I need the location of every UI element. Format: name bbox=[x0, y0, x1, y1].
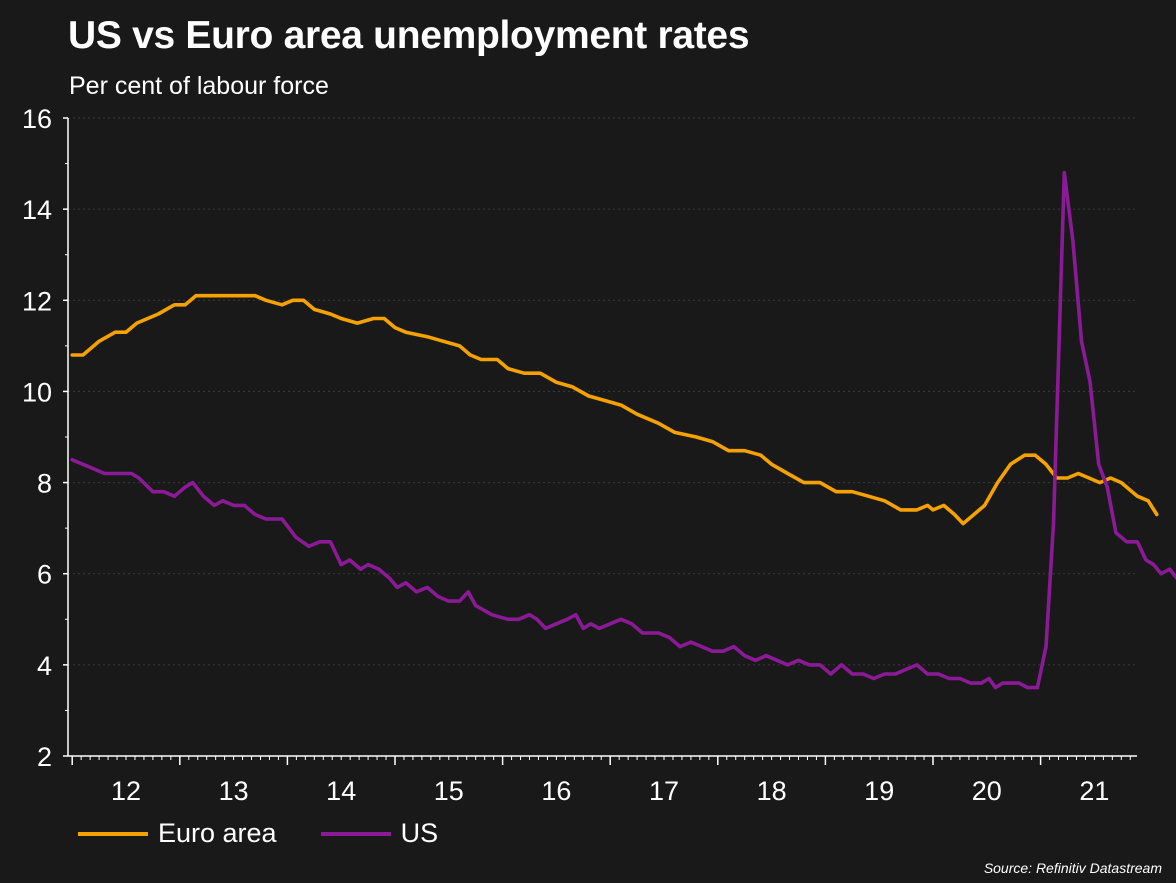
legend: Euro area US bbox=[78, 818, 482, 849]
y-tick-label-10: 10 bbox=[22, 377, 52, 407]
x-tick-label-12: 12 bbox=[111, 776, 141, 806]
y-tick-label-16: 16 bbox=[22, 104, 52, 134]
y-tick-label-14: 14 bbox=[22, 195, 52, 225]
chart-title: US vs Euro area unemployment rates bbox=[68, 14, 750, 57]
source-note: Source: Refinitiv Datastream bbox=[983, 860, 1162, 876]
legend-label-us: US bbox=[400, 818, 439, 848]
x-tick-label-20: 20 bbox=[972, 776, 1002, 806]
legend-item-euro-area: Euro area bbox=[78, 818, 277, 849]
chart-subtitle: Per cent of labour force bbox=[69, 72, 329, 100]
x-tick-label-17: 17 bbox=[649, 776, 679, 806]
x-tick-label-13: 13 bbox=[219, 776, 249, 806]
y-tick-label-6: 6 bbox=[37, 560, 52, 590]
x-tick-label-19: 19 bbox=[864, 776, 894, 806]
x-tick-label-16: 16 bbox=[541, 776, 571, 806]
series-layer bbox=[70, 170, 1176, 690]
legend-item-us: US bbox=[320, 818, 439, 849]
grid-layer bbox=[68, 117, 1137, 666]
series-line-euro-area bbox=[70, 293, 1159, 526]
x-tick-label-21: 21 bbox=[1079, 776, 1109, 806]
legend-swatch-euro-area bbox=[78, 831, 148, 836]
axis-layer: 2 4 6 8 10 12 14 16 12 13 14 15 16 17 18 19 20 21 bbox=[22, 104, 1137, 806]
y-tick-label-2: 2 bbox=[37, 742, 52, 772]
series-line-us bbox=[70, 170, 1176, 690]
legend-label-euro-area: Euro area bbox=[158, 818, 277, 848]
x-tick-label-18: 18 bbox=[757, 776, 787, 806]
x-tick-label-15: 15 bbox=[434, 776, 464, 806]
legend-swatch-us bbox=[320, 831, 391, 836]
y-tick-label-4: 4 bbox=[37, 651, 52, 681]
y-tick-label-8: 8 bbox=[37, 469, 52, 499]
y-tick-label-12: 12 bbox=[22, 286, 52, 316]
x-tick-label-14: 14 bbox=[326, 776, 356, 806]
